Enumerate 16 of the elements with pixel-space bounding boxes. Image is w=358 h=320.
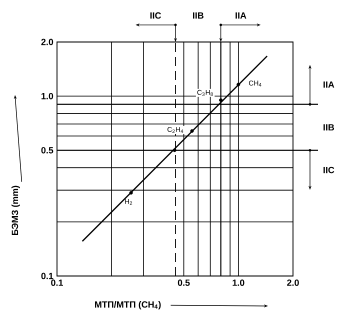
text: IIC: [324, 166, 334, 174]
y-axis-title: БЭМЗ (mm): [12, 186, 20, 236]
x-tick-label: 0.1: [51, 280, 64, 286]
x-tick-label: 1.0: [232, 280, 244, 286]
x-tick-label: 0.5: [178, 280, 190, 286]
x-tick-label: 2.0: [287, 280, 299, 286]
y-tick-label: 0.1: [41, 272, 54, 280]
y-tick-label: 0.5: [41, 147, 54, 154]
y-tick-label: 2.0: [41, 38, 54, 46]
y-tick-label: 1.0: [42, 92, 54, 100]
text: IIB: [324, 124, 334, 130]
text: IIB: [192, 12, 204, 19]
text: IIA: [324, 81, 334, 88]
text: IIA: [236, 12, 246, 19]
text: IIC: [150, 12, 162, 19]
x-axis-title: МТП/МТП (CH$_{4}$): [95, 301, 161, 310]
